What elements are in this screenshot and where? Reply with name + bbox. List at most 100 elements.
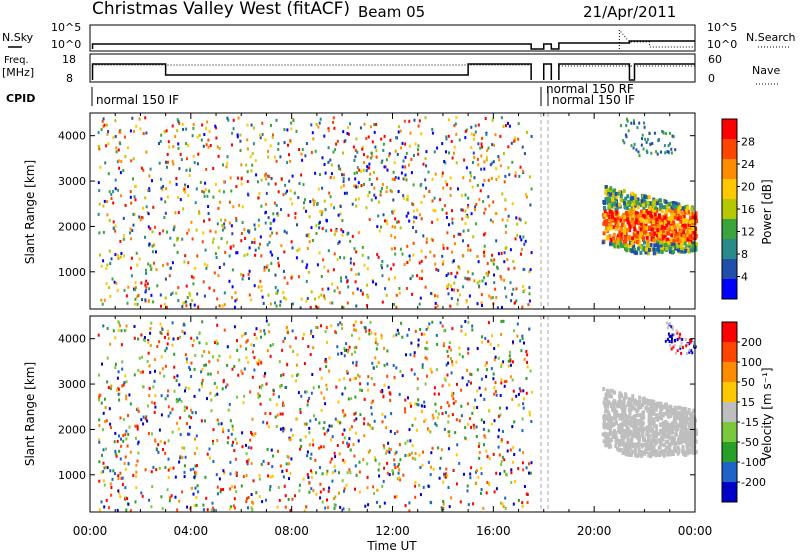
echo-cell (252, 126, 255, 130)
echo-cell (116, 509, 119, 512)
echo-cell (148, 187, 151, 191)
echo-cell (223, 303, 226, 307)
echo-cell (114, 472, 116, 476)
echo-cell (464, 333, 467, 336)
echo-cell (204, 475, 207, 479)
echo-cell (340, 323, 343, 326)
echo-cell (614, 431, 618, 435)
echo-cell (314, 149, 317, 153)
echo-cell (678, 405, 682, 410)
echo-cell (182, 207, 185, 211)
echo-cell (429, 250, 432, 254)
echo-cell (526, 353, 529, 357)
echo-cell (458, 266, 461, 270)
echo-cell (652, 251, 656, 256)
echo-cell (417, 338, 420, 342)
time-tick-label: 00:00 (678, 524, 713, 538)
echo-cell (441, 142, 444, 146)
echo-cell (108, 286, 111, 290)
echo-cell (628, 240, 632, 245)
echo-cell (354, 177, 357, 181)
echo-cell (171, 291, 174, 295)
echo-cell (629, 453, 633, 457)
echo-cell (665, 132, 668, 136)
echo-cell (219, 200, 222, 204)
echo-cell (271, 474, 274, 478)
echo-cell (209, 391, 212, 395)
echo-cell (493, 358, 496, 362)
echo-cell (420, 277, 423, 281)
echo-cell (667, 405, 671, 410)
echo-cell (481, 340, 484, 344)
echo-cell (231, 268, 234, 272)
echo-cell (129, 402, 132, 406)
echo-cell (159, 322, 162, 326)
echo-cell (322, 487, 325, 491)
echo-cell (410, 157, 413, 161)
echo-cell (399, 129, 402, 133)
echo-cell (613, 201, 617, 205)
echo-cell (193, 504, 196, 508)
echo-cell (430, 370, 433, 374)
echo-cell (638, 154, 641, 158)
echo-cell (229, 472, 232, 476)
echo-cell (304, 390, 307, 394)
colorbar-segment (722, 422, 737, 443)
echo-cell (342, 306, 345, 309)
echo-cell (418, 276, 421, 280)
echo-cell (250, 446, 253, 450)
echo-cell (684, 248, 688, 253)
echo-cell (680, 246, 684, 251)
echo-cell (622, 139, 625, 143)
echo-cell (607, 197, 611, 202)
echo-cell (272, 212, 275, 216)
echo-cell (528, 471, 530, 475)
echo-cell (611, 215, 614, 220)
echo-cell (231, 424, 234, 428)
echo-cell (186, 231, 189, 235)
echo-cell (635, 217, 639, 222)
echo-cell (262, 420, 265, 424)
echo-cell (260, 289, 263, 293)
nsky-panel: N.Sky 10^5 10^0 10^5 10^0 N.Search (2, 21, 796, 52)
echo-cell (470, 132, 473, 136)
echo-cell (252, 343, 255, 347)
echo-cell (694, 215, 698, 220)
echo-cell (427, 428, 430, 432)
echo-cell (619, 240, 623, 245)
echo-cell (605, 422, 609, 427)
echo-cell (158, 161, 161, 165)
echo-cell (630, 421, 634, 425)
echo-cell (514, 174, 517, 178)
echo-cell (525, 466, 528, 470)
echo-cell (356, 287, 359, 291)
colorbar-segment (722, 179, 737, 200)
echo-cell (349, 378, 352, 382)
echo-cell (278, 498, 281, 502)
colorbar-segment (722, 119, 737, 140)
echo-cell (638, 244, 642, 249)
echo-cell (338, 167, 341, 170)
echo-cell (381, 300, 384, 304)
echo-cell (106, 263, 109, 267)
echo-cell (367, 503, 370, 507)
echo-cell (301, 337, 304, 341)
echo-cell (676, 231, 680, 236)
echo-cell (411, 423, 414, 427)
echo-cell (375, 123, 378, 126)
echo-cell (195, 187, 198, 191)
echo-cell (117, 253, 119, 257)
echo-cell (367, 256, 370, 260)
echo-cell (639, 418, 643, 423)
echo-cell (169, 411, 172, 415)
echo-cell (420, 200, 423, 204)
echo-cell (671, 421, 675, 425)
echo-cell (169, 236, 172, 240)
echo-cell (164, 277, 167, 281)
echo-cell (295, 129, 298, 133)
echo-cell (291, 274, 294, 278)
echo-cell (658, 452, 662, 457)
echo-cell (608, 423, 611, 428)
echo-cell (604, 189, 608, 194)
echo-cell (692, 230, 696, 234)
